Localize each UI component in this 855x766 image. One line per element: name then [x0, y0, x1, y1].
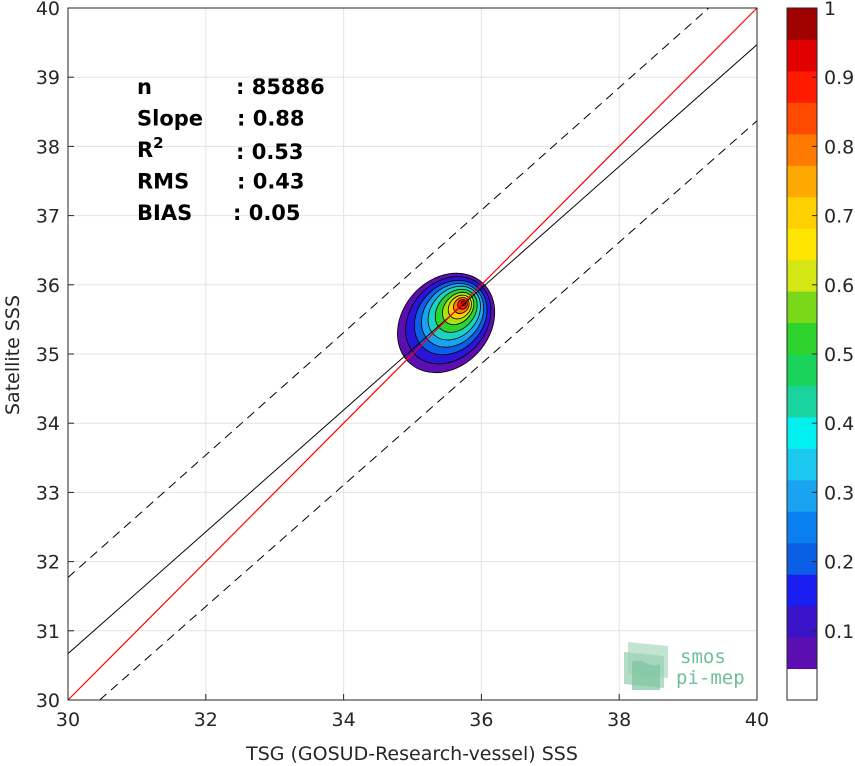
stat-label: Slope	[137, 107, 203, 131]
stat-value: : 85886	[236, 75, 325, 99]
stat-value: : 0.43	[237, 170, 305, 194]
logo-emblem-icon	[624, 642, 668, 690]
colorbar-tick-label: 0.2	[824, 552, 854, 574]
colorbar-segment	[787, 605, 817, 638]
y-tick-label: 34	[36, 413, 60, 435]
y-axis-title: Satellite SSS	[2, 295, 24, 415]
y-tick-label: 36	[36, 275, 60, 297]
y-tick-label: 31	[36, 621, 60, 643]
x-tick-label: 38	[607, 709, 631, 731]
x-tick-label: 34	[332, 709, 356, 731]
stat-label: BIAS	[137, 201, 192, 225]
colorbar-tick-label: 0.3	[824, 482, 854, 504]
colorbar-segment	[787, 448, 817, 481]
x-tick-label: 30	[56, 709, 80, 731]
density-contours	[397, 272, 496, 374]
colorbar-tick-label: 0.6	[824, 275, 854, 297]
colorbar-segment	[787, 479, 817, 512]
stat-label: n	[137, 75, 152, 99]
stats-box: n : 85886 Slope : 0.88 R2 : 0.53 RMS : 0.43 BIAS…	[137, 75, 325, 225]
smos-pi-mep-logo: smos pi-mep	[624, 642, 745, 690]
confidence-bound-line	[67, 7, 710, 578]
stat-value: : 0.53	[236, 140, 304, 164]
colorbar-tick-label: 0.8	[824, 136, 854, 158]
logo-text-line1: smos	[680, 646, 726, 668]
colorbar-tick-label: 0.7	[824, 206, 854, 228]
colorbar-segment	[787, 416, 817, 449]
y-tick-label: 33	[36, 482, 60, 504]
axis-ticks: 30 32 34 36 38 40 30 31 32 33 34 35 36 37 38 39 40	[36, 0, 769, 731]
colorbar-segment	[787, 385, 817, 418]
colorbar-segment	[787, 70, 817, 103]
colorbar: 1 0.9 0.8 0.7 0.6 0.5 0.4 0.3 0.2 0.1	[786, 0, 854, 701]
colorbar-segment	[787, 133, 817, 166]
logo-text-line2: pi-mep	[676, 667, 745, 689]
stat-superscript: 2	[153, 134, 163, 152]
x-axis-title: TSG (GOSUD-Research-vessel) SSS	[245, 743, 578, 765]
colorbar-segment	[787, 102, 817, 135]
y-tick-label: 37	[36, 206, 60, 228]
colorbar-segment	[787, 354, 817, 386]
stat-label: RMS	[137, 170, 189, 194]
colorbar-segment	[787, 668, 817, 701]
colorbar-tick-label: 0.1	[824, 621, 854, 643]
colorbar-segment	[787, 542, 817, 575]
y-tick-label: 32	[36, 552, 60, 574]
colorbar-segment	[787, 574, 817, 607]
y-tick-label: 38	[36, 136, 60, 158]
y-tick-label: 35	[36, 344, 60, 366]
stat-label: R2	[137, 134, 164, 162]
colorbar-segment	[787, 8, 817, 40]
colorbar-segment	[787, 511, 817, 544]
colorbar-segment	[787, 39, 817, 72]
reference-lines	[67, 7, 758, 701]
colorbar-segment	[787, 165, 817, 198]
colorbar-tick-label: 0.5	[824, 344, 854, 366]
regression-line	[67, 44, 758, 655]
x-tick-label: 36	[469, 709, 493, 731]
colorbar-segment	[787, 196, 817, 229]
stat-value: : 0.05	[233, 201, 301, 225]
colorbar-segment	[787, 322, 817, 355]
colorbar-segment	[787, 637, 817, 670]
x-tick-label: 40	[745, 709, 769, 731]
colorbar-tick-label: 1	[824, 0, 836, 20]
stat-value: : 0.88	[237, 107, 305, 131]
identity-line	[67, 7, 758, 701]
colorbar-segment	[787, 291, 817, 324]
y-tick-label: 30	[36, 690, 60, 712]
colorbar-tick-label: 0.4	[824, 413, 854, 435]
x-tick-label: 32	[194, 709, 218, 731]
colorbar-segment	[787, 228, 817, 261]
y-tick-label: 39	[36, 67, 60, 89]
confidence-bound-line	[99, 120, 758, 701]
colorbar-tick-label: 0.9	[824, 67, 854, 89]
colorbar-segment	[787, 259, 817, 292]
y-tick-label: 40	[36, 0, 60, 20]
